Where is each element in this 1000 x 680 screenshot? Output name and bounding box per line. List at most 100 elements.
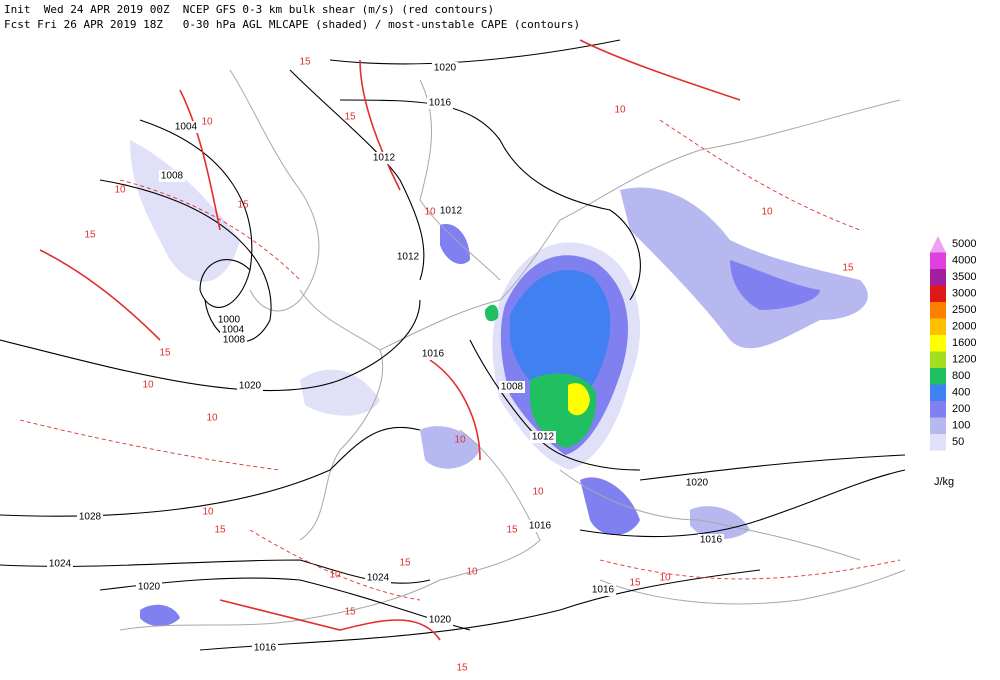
legend-swatch: [930, 384, 946, 401]
legend-label: 100: [952, 420, 970, 432]
isobar-label-bg: [438, 205, 464, 217]
shear-label: 15: [214, 525, 226, 536]
shear-label: 10: [466, 567, 478, 578]
isobar-label: 1012: [532, 432, 555, 443]
legend-label: 400: [952, 387, 970, 399]
shear-label: 10: [206, 413, 218, 424]
isobar-label-bg: [173, 121, 199, 133]
init-line: Init Wed 24 APR 2019 00Z NCEP GFS 0-3 km…: [4, 3, 494, 16]
legend-label: 2000: [952, 321, 976, 333]
legend-swatch: [930, 252, 946, 269]
isobar-label: 1016: [529, 521, 552, 532]
isobar-label: 1024: [367, 573, 390, 584]
isobar-label: 1020: [686, 478, 709, 489]
legend-label: 3000: [952, 288, 976, 300]
legend-swatch: [930, 318, 946, 335]
isobar-label-bg: [499, 381, 525, 393]
shear-label: 10: [659, 573, 671, 584]
isobar-label: 1012: [397, 252, 420, 263]
isobar-label-bg: [395, 251, 421, 263]
isobar-label: 1016: [592, 585, 615, 596]
shear-label: 15: [344, 607, 356, 618]
legend-label: 1200: [952, 354, 976, 366]
shear-label: 15: [344, 112, 356, 123]
isobar-label-bg: [365, 572, 391, 584]
isobar-label-bg: [136, 581, 162, 593]
legend-swatch: [930, 401, 946, 418]
shear-label: 10: [201, 117, 213, 128]
isobar-label-bg: [252, 642, 278, 654]
shear-label: 15: [842, 263, 854, 274]
isobar-label: 1000: [218, 315, 241, 326]
isobar-label-bg: [237, 380, 263, 392]
isobar-label-bg: [221, 334, 247, 346]
shear-label: 10: [202, 507, 214, 518]
isobar-label-bg: [371, 152, 397, 164]
cape-shading: [130, 140, 868, 627]
isobar-label-bg: [590, 584, 616, 596]
isobar-label-bg: [47, 558, 73, 570]
shear-label: 15: [159, 348, 171, 359]
legend-swatch: [930, 302, 946, 319]
isobar-label-bg: [684, 477, 710, 489]
isobar-label: 1016: [700, 535, 723, 546]
isobar-label-bg: [427, 97, 453, 109]
legend-swatch: [930, 285, 946, 302]
isobar-label-bg: [432, 62, 458, 74]
shear-label: 10: [114, 185, 126, 196]
shear-label: 15: [84, 230, 96, 241]
isobar-label: 1020: [434, 63, 457, 74]
isobar-label: 1020: [429, 615, 452, 626]
isobar-label-bg: [530, 431, 556, 443]
shear-contours: [19, 39, 901, 641]
isobar-label-bg: [427, 614, 453, 626]
shear-label: 10: [761, 207, 773, 218]
isobar-label: 1016: [422, 349, 445, 360]
isobar-label: 1016: [429, 98, 452, 109]
isobar-label: 1016: [254, 643, 277, 654]
isobar-label: 1008: [501, 382, 524, 393]
shear-label: 15: [399, 558, 411, 569]
isobar-label: 1020: [138, 582, 161, 593]
isobar-label-bg: [159, 170, 185, 182]
legend-swatch: [930, 351, 946, 368]
legend-label: 3500: [952, 271, 976, 283]
legend-label: 2500: [952, 304, 976, 316]
legend-label: 800: [952, 370, 970, 382]
isobar-label-bg: [527, 520, 553, 532]
isobar-label: 1004: [175, 122, 198, 133]
shear-label: 10: [454, 435, 466, 446]
isobar-label-bg: [77, 511, 103, 523]
isobar-label-bg: [698, 534, 724, 546]
isobar-label: 1008: [161, 171, 184, 182]
isobar-label: 1012: [373, 153, 396, 164]
isobars: [0, 39, 906, 651]
legend-swatch: [930, 269, 946, 286]
legend-label: 5000: [952, 238, 976, 250]
legend-swatch: [930, 236, 946, 253]
shear-label: 10: [142, 380, 154, 391]
legend-label: 50: [952, 436, 964, 448]
isobar-label: 1008: [223, 335, 246, 346]
shear-label: 15: [456, 663, 468, 674]
legend-unit: J/kg: [934, 476, 954, 488]
legend-label: 4000: [952, 255, 976, 267]
fcst-line: Fcst Fri 26 APR 2019 18Z 0-30 hPa AGL ML…: [4, 18, 580, 31]
legend-swatch: [930, 434, 946, 451]
isobar-label-bg: [220, 324, 246, 336]
isobar-label: 1020: [239, 381, 262, 392]
shear-label: 10: [329, 570, 341, 581]
shear-label: 15: [629, 578, 641, 589]
isobar-label-bg: [216, 314, 242, 326]
shear-label: 10: [532, 487, 544, 498]
legend-swatch: [930, 368, 946, 385]
shear-label: 10: [424, 207, 436, 218]
shear-label: 15: [299, 57, 311, 68]
legend-label: 200: [952, 403, 970, 415]
legend-swatch: [930, 335, 946, 352]
shear-label: 15: [506, 525, 518, 536]
legend-swatch: [930, 417, 946, 434]
isobar-label: 1012: [440, 206, 463, 217]
coastlines: [119, 69, 906, 631]
